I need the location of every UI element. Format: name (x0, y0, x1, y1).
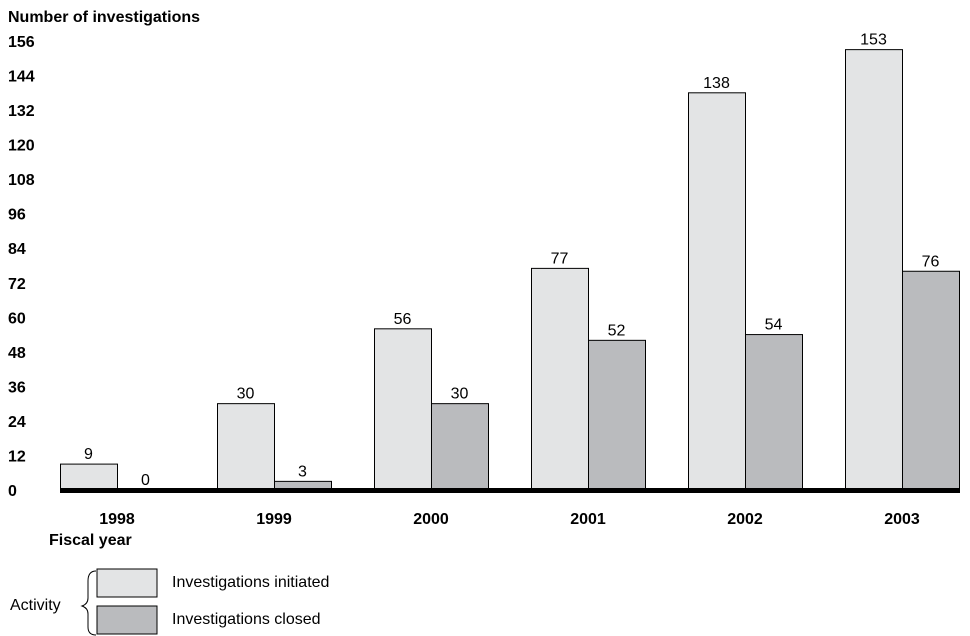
data-labels: 9 0 30 3 56 30 77 52 138 54 153 76 (84, 32, 939, 489)
data-label: 9 (84, 446, 93, 463)
data-label: 54 (765, 317, 783, 334)
bar-initiated-2001 (531, 267, 589, 491)
bar-initiated-2002 (688, 92, 746, 491)
data-label: 153 (860, 32, 887, 49)
y-tick-label: 108 (8, 172, 35, 189)
bar-closed-2003 (902, 270, 960, 491)
y-tick-label: 0 (8, 483, 17, 500)
y-tick-label: 96 (8, 207, 26, 224)
x-tick-label: 1998 (99, 511, 135, 528)
y-axis-ticks: 0 12 24 36 48 60 72 84 96 108 120 132 144 156 (8, 34, 35, 500)
data-label: 56 (394, 311, 412, 328)
data-label: 30 (237, 386, 255, 403)
data-label: 76 (922, 253, 940, 270)
data-label: 0 (141, 472, 150, 489)
y-tick-label: 12 (8, 448, 26, 465)
x-tick-label: 2001 (570, 511, 606, 528)
x-axis-ticks: 1998 1999 2000 2001 2002 2003 (99, 511, 920, 528)
bar-initiated-1999 (217, 403, 275, 491)
data-label: 3 (298, 463, 307, 480)
bar-closed-2000 (431, 403, 489, 491)
data-label: 77 (551, 250, 569, 267)
x-tick-label: 2000 (413, 511, 449, 528)
data-label: 52 (608, 322, 626, 339)
legend-swatch-initiated (96, 568, 158, 598)
legend: Activity Investigations initiated Invest… (10, 568, 329, 636)
y-tick-label: 48 (8, 345, 26, 362)
bar-closed-2001 (588, 339, 646, 491)
bar-closed-2002 (745, 334, 803, 491)
legend-swatch-closed (96, 605, 158, 635)
y-tick-label: 120 (8, 138, 35, 155)
legend-label-initiated: Investigations initiated (172, 574, 329, 591)
y-tick-label: 84 (8, 241, 26, 258)
y-tick-label: 144 (8, 69, 35, 86)
bar-initiated-2003 (845, 49, 903, 491)
x-tick-label: 1999 (256, 511, 292, 528)
data-label: 138 (703, 75, 730, 92)
bars (60, 49, 960, 491)
y-tick-label: 24 (8, 414, 26, 431)
y-tick-label: 36 (8, 379, 26, 396)
y-tick-label: 72 (8, 276, 26, 293)
y-tick-label: 132 (8, 103, 35, 120)
x-tick-label: 2002 (727, 511, 763, 528)
bar-initiated-1998 (60, 463, 118, 491)
y-axis-title: Number of investigations (8, 9, 200, 26)
y-tick-label: 156 (8, 34, 35, 51)
x-axis-title: Fiscal year (49, 532, 132, 549)
legend-title: Activity (10, 597, 61, 614)
data-label: 30 (451, 386, 469, 403)
x-tick-label: 2003 (884, 511, 920, 528)
bar-initiated-2000 (374, 328, 432, 491)
legend-brace (80, 570, 97, 636)
y-tick-label: 60 (8, 310, 26, 327)
legend-label-closed: Investigations closed (172, 611, 321, 628)
